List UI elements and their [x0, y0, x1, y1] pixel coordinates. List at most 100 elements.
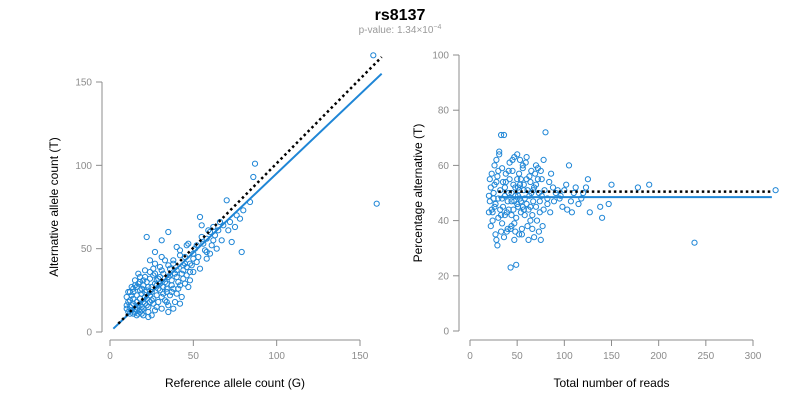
- left-data-point: [168, 277, 175, 284]
- left-data-point: [210, 223, 217, 231]
- right-data-point: [523, 200, 530, 208]
- left-data-point: [161, 297, 169, 304]
- right-data-point: [542, 129, 549, 136]
- right-data-point: [564, 206, 571, 213]
- right-data-point: [568, 209, 576, 216]
- left-data-point: [163, 298, 170, 306]
- right-x-tick-label: 100: [556, 351, 573, 362]
- left-data-point: [146, 268, 154, 276]
- right-data-point: [532, 203, 540, 210]
- right-y-tick-label: 80: [438, 106, 450, 117]
- left-y-tick-label: 0: [86, 328, 92, 339]
- left-data-point: [126, 297, 134, 304]
- left-data-point: [210, 237, 217, 244]
- right-y-tick-label: 60: [438, 161, 450, 172]
- left-data-point: [216, 218, 224, 226]
- left-x-tick-label: 50: [188, 351, 200, 362]
- right-data-point: [539, 223, 546, 230]
- left-data-point: [151, 307, 159, 314]
- left-data-point: [145, 313, 152, 321]
- right-x-tick-label: 150: [603, 351, 620, 362]
- right-data-point: [570, 189, 577, 197]
- right-data-point: [501, 184, 508, 191]
- left-data-point: [186, 277, 194, 284]
- left-y-tick-label: 50: [81, 244, 93, 255]
- left-fit-line: [112, 72, 383, 330]
- right-data-point: [646, 181, 653, 188]
- left-data-point: [146, 257, 154, 264]
- left-data-point: [161, 257, 169, 264]
- right-data-point: [515, 203, 522, 210]
- right-y-tick-label: 40: [438, 216, 450, 227]
- left-data-point: [123, 305, 130, 312]
- right-data-point: [495, 195, 502, 202]
- right-data-point: [567, 198, 575, 205]
- right-data-point: [549, 184, 557, 191]
- right-data-point: [493, 156, 500, 163]
- right-data-point: [499, 195, 506, 202]
- left-data-point: [153, 277, 160, 284]
- right-data-point: [525, 236, 532, 243]
- right-data-point: [493, 236, 500, 243]
- right-scatter-panel: 0 50 100 150 200 250 300 0 20 40 60 80 100 Total numb…: [411, 51, 779, 390]
- left-data-point: [150, 265, 157, 272]
- left-data-point: [145, 283, 152, 291]
- left-data-point: [133, 283, 140, 291]
- right-data-point: [499, 178, 507, 186]
- right-data-point: [515, 184, 522, 191]
- right-data-point: [495, 167, 502, 174]
- left-data-point: [143, 233, 150, 241]
- right-data-point: [500, 131, 508, 139]
- right-data-point: [527, 178, 534, 186]
- right-data-point: [514, 151, 521, 158]
- right-x-tick-label: 200: [650, 351, 667, 362]
- right-data-point: [537, 167, 544, 174]
- right-data-point: [584, 176, 592, 183]
- left-data-point: [156, 287, 164, 294]
- left-data-point: [183, 272, 190, 279]
- right-data-point: [532, 170, 539, 177]
- right-data-point: [536, 209, 543, 216]
- right-data-point: [492, 231, 499, 238]
- right-y-tick-label: 20: [438, 271, 450, 282]
- right-data-point: [494, 242, 501, 249]
- left-x-axis-label: Reference allele count (G): [165, 376, 305, 390]
- left-data-point: [175, 285, 182, 292]
- right-data-point: [489, 217, 496, 224]
- left-data-point: [158, 267, 165, 274]
- left-data-point: [150, 272, 157, 279]
- left-x-tick-label: 150: [352, 351, 369, 362]
- left-data-point: [166, 292, 174, 299]
- left-data-point: [165, 302, 172, 309]
- left-data-point: [160, 290, 167, 297]
- right-data-point: [563, 181, 570, 188]
- left-data-point: [168, 288, 175, 296]
- right-data-point: [490, 195, 497, 202]
- right-data-point: [511, 236, 518, 243]
- right-data-point: [582, 184, 590, 191]
- right-data-point: [572, 184, 579, 191]
- left-data-point: [148, 297, 155, 304]
- right-data-point: [529, 212, 536, 219]
- right-data-point: [532, 181, 540, 188]
- left-data-point: [190, 255, 197, 262]
- left-data-point: [123, 293, 130, 301]
- left-data-point: [148, 312, 155, 319]
- left-data-point: [138, 303, 145, 311]
- subtitle-base: 10: [422, 25, 434, 36]
- left-data-point: [183, 263, 190, 271]
- right-data-point: [508, 223, 515, 230]
- left-data-point: [176, 252, 184, 259]
- right-data-point: [507, 264, 514, 271]
- left-data-point: [173, 290, 180, 297]
- right-data-point: [525, 206, 532, 213]
- left-data-point: [156, 273, 164, 281]
- left-data-point: [208, 242, 215, 249]
- left-data-point: [196, 213, 204, 221]
- left-data-point: [178, 293, 185, 301]
- right-data-point: [513, 261, 520, 268]
- right-data-point: [548, 170, 555, 177]
- left-data-point: [165, 308, 172, 316]
- right-data-point: [575, 200, 582, 208]
